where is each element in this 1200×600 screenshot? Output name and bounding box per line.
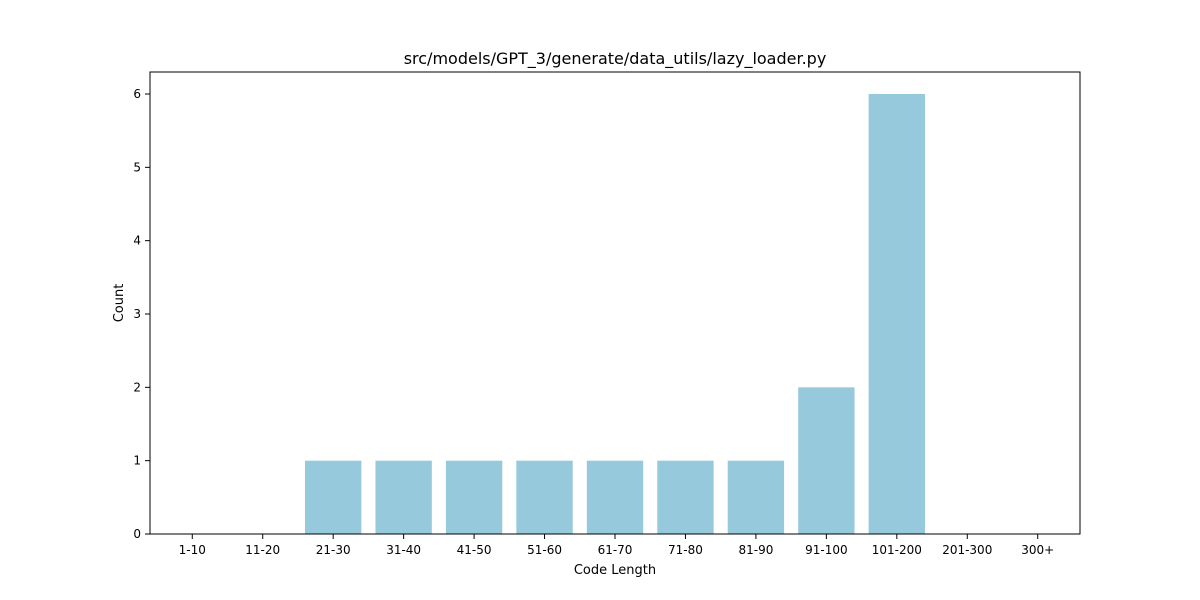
y-tick-label: 0 [133,527,141,541]
chart-title: src/models/GPT_3/generate/data_utils/laz… [404,49,827,69]
bar-41-50 [445,460,503,534]
x-tick-label: 71-80 [668,543,703,557]
y-tick-label: 6 [133,87,141,101]
x-tick-label: 81-90 [738,543,773,557]
bar-71-80 [657,460,714,534]
x-tick-label: 21-30 [316,543,351,557]
x-tick-label: 31-40 [386,543,421,557]
y-tick-label: 4 [133,234,141,248]
bar-81-90 [727,460,785,534]
y-axis: 0 1 2 3 4 5 6 [133,87,150,541]
x-tick-label: 1-10 [179,543,206,557]
x-tick-label: 101-200 [872,543,922,557]
x-tick-label: 11-20 [245,543,280,557]
bar-91-100 [798,387,855,534]
x-tick-label: 91-100 [805,543,848,557]
y-tick-label: 1 [133,454,141,468]
y-axis-label: Count [112,284,127,323]
bar-31-40 [375,460,432,534]
x-tick-label: 201-300 [942,543,992,557]
y-tick-label: 2 [133,380,141,394]
x-axis: 1-10 11-20 21-30 31-40 41-50 51-60 61-70 71-80 8… [179,534,1054,557]
x-axis-label: Code Length [574,563,656,578]
bar-21-30 [305,460,362,534]
x-tick-label: 51-60 [527,543,562,557]
bar-61-70 [586,460,644,534]
bar-101-200 [868,94,925,534]
x-tick-label: 300+ [1021,543,1054,557]
bar-51-60 [516,460,573,534]
x-tick-label: 61-70 [598,543,633,557]
x-tick-label: 41-50 [457,543,492,557]
y-tick-label: 5 [133,160,141,174]
bars-layer [305,94,925,534]
y-tick-label: 3 [133,307,141,321]
